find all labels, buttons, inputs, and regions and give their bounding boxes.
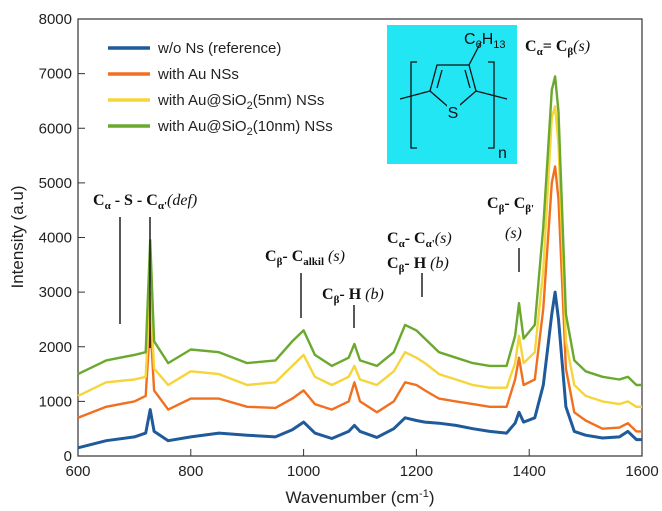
y-tick-label-1: 1000 bbox=[39, 393, 72, 410]
plot-frame bbox=[77, 18, 643, 457]
s-bg bbox=[447, 103, 460, 121]
ann-cbcb: Cβ- Cβ' bbox=[487, 195, 534, 215]
legend-label-1: with Au NSs bbox=[157, 66, 239, 83]
legend-label-0: w/o Ns (reference) bbox=[157, 40, 281, 57]
y-tick-label-7: 7000 bbox=[39, 66, 72, 83]
sulfur-label: S bbox=[448, 105, 459, 122]
ann-calkil: Cβ- Calkil (s) bbox=[265, 248, 345, 268]
y-tick-label-3: 3000 bbox=[39, 284, 72, 301]
annotation-lines bbox=[119, 217, 520, 348]
legend-label-3: with Au@SiO2(10nm) NSs bbox=[157, 118, 333, 138]
y-tick-label-0: 0 bbox=[64, 448, 72, 465]
ann-ch1: Cβ- H (b) bbox=[322, 286, 384, 306]
series-line-3 bbox=[77, 75, 642, 387]
right-bracket bbox=[488, 61, 495, 149]
x-tick-label-3: 1200 bbox=[400, 463, 433, 480]
ann-cs: Cα - S - Cα'(def) bbox=[93, 192, 197, 212]
ann-ch2: Cβ- H (b) bbox=[387, 255, 449, 275]
y-tick-label-8: 8000 bbox=[39, 11, 72, 28]
x-tick-label-2: 1000 bbox=[287, 463, 320, 480]
polythiophene-structure: S C6H13 n bbox=[387, 25, 517, 164]
ann-cc: Cα- Cα'(s) bbox=[387, 230, 452, 250]
x-axis-title: Wavenumber (cm-1) bbox=[286, 488, 435, 507]
x-tick-label-4: 1400 bbox=[513, 463, 546, 480]
y-axis-title: Intensity (a.u) bbox=[8, 186, 27, 289]
series-line-0 bbox=[77, 290, 642, 450]
y-axis: 0 1000 2000 3000 4000 5000 6000 7000 8000 bbox=[39, 11, 85, 465]
legend-label-2: with Au@SiO2(5nm) NSs bbox=[157, 92, 324, 112]
y-tick-label-5: 5000 bbox=[39, 175, 72, 192]
repeat-n: n bbox=[498, 145, 507, 162]
hexyl-label: C6H13 bbox=[464, 31, 506, 51]
x-tick-label-1: 800 bbox=[178, 463, 203, 480]
left-bracket bbox=[410, 61, 417, 149]
series-line-2 bbox=[77, 105, 642, 408]
legend: w/o Ns (reference) with Au NSs with Au@SiO… bbox=[108, 40, 333, 138]
y-tick-label-4: 4000 bbox=[39, 230, 72, 247]
structure-box bbox=[387, 25, 517, 164]
y-tick-label-2: 2000 bbox=[39, 339, 72, 356]
x-tick-label-0: 600 bbox=[65, 463, 90, 480]
x-axis: 600 800 1000 1200 1400 1600 bbox=[65, 449, 659, 480]
ann-cacb: Cα= Cβ(s) bbox=[525, 38, 590, 58]
x-tick-label-5: 1600 bbox=[625, 463, 658, 480]
ann-cbcb-s: (s) bbox=[505, 225, 522, 242]
y-tick-label-6: 6000 bbox=[39, 120, 72, 137]
series-group bbox=[77, 75, 642, 450]
